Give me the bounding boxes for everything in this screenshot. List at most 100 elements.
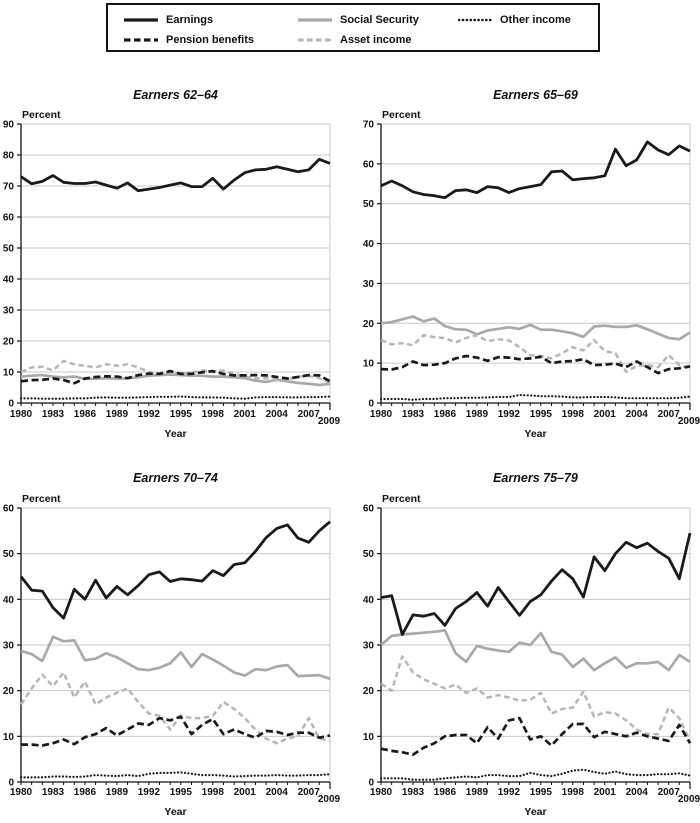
- x-tick-label: 2004: [626, 787, 649, 798]
- y-tick-label: 60: [3, 213, 15, 224]
- series-asset-income: [19, 671, 331, 745]
- x-tick-label: 1992: [138, 787, 161, 798]
- chart-earners-70-74: 0 10 20 30 40 50 60 1980 1983 1986 1989 1992 1995 199…: [3, 471, 341, 818]
- chart-earners-62-64: 0 10 20 30 40 50 60 70 80 90 1980 1983 1986 1989 1992 1…: [3, 88, 341, 440]
- y-tick-label: 0: [368, 399, 374, 410]
- series-asset-income: [380, 333, 691, 374]
- x-tick-label-last: 2009: [318, 794, 341, 805]
- legend: Earnings Pension benefits Social Securit…: [106, 3, 600, 52]
- x-tick-label: 2004: [266, 409, 289, 420]
- x-tick-label: 1983: [402, 409, 425, 420]
- x-tick-label: 1989: [466, 409, 489, 420]
- y-tick-label: 90: [3, 120, 15, 131]
- y-tick-label: 50: [363, 549, 375, 560]
- x-tick-label: 1992: [498, 787, 521, 798]
- x-tick-label: 1992: [138, 409, 161, 420]
- y-tick-label: 50: [363, 199, 375, 210]
- x-tick-label: 1995: [170, 787, 193, 798]
- x-tick-label: 2007: [658, 787, 681, 798]
- legend-label-asset-income: Asset income: [340, 34, 412, 46]
- y-tick-label: 20: [3, 686, 15, 697]
- series-other-income: [379, 393, 692, 401]
- legend-label-pension-benefits: Pension benefits: [166, 34, 255, 46]
- x-tick-label: 2004: [266, 787, 289, 798]
- y-tick-label: 10: [363, 732, 375, 743]
- social-security-line-icon: [298, 18, 332, 22]
- chart-earners-65-69: 0 10 20 30 40 50 60 70 1980 1983 1986 1989 1992 1995 1…: [363, 88, 700, 440]
- legend-label-social-security: Social Security: [340, 14, 419, 26]
- legend-item-asset-income: Asset income: [298, 34, 412, 46]
- y-tick-label: 40: [3, 275, 15, 286]
- series-other-income: [379, 768, 692, 781]
- y-tick-label: 0: [8, 399, 14, 410]
- series-pension-benefits: [21, 715, 331, 747]
- y-tick-label: 40: [363, 595, 375, 606]
- x-axis-label: Year: [524, 806, 546, 818]
- x-tick-label: 1998: [562, 409, 585, 420]
- x-tick-label: 2004: [626, 409, 649, 420]
- series-pension-benefits: [380, 354, 691, 375]
- chart-earners-75-79: 0 10 20 30 40 50 60 1980 1983 1986 1989 1992 1995 199…: [363, 471, 700, 818]
- y-tick-label: 0: [8, 778, 14, 789]
- y-axis-label: Percent: [382, 109, 421, 121]
- asset-income-line-icon: [298, 38, 332, 42]
- series-other-income: [19, 395, 332, 400]
- y-tick-label: 60: [363, 159, 375, 170]
- series-asset-income: [380, 655, 692, 742]
- x-tick-label: 1995: [530, 409, 553, 420]
- y-tick-label: 60: [363, 504, 375, 515]
- legend-label-other-income: Other income: [500, 14, 571, 26]
- x-tick-label: 2001: [594, 409, 617, 420]
- series-social-security: [20, 373, 331, 387]
- legend-item-pension-benefits: Pension benefits: [124, 34, 254, 46]
- panel-title: Earners 65–69: [493, 88, 578, 102]
- x-tick-label: 1989: [106, 787, 129, 798]
- x-tick-label: 1995: [170, 409, 193, 420]
- other-income-line-icon: [458, 18, 492, 22]
- x-tick-label: 1983: [42, 409, 65, 420]
- y-tick-label: 70: [363, 120, 375, 131]
- series-social-security: [380, 315, 691, 341]
- series-social-security: [380, 629, 691, 672]
- x-tick-label-last: 2009: [678, 416, 700, 427]
- y-tick-label: 40: [363, 239, 375, 250]
- x-tick-label: 1998: [202, 409, 225, 420]
- x-tick-label: 1986: [74, 787, 97, 798]
- y-tick-label: 50: [3, 549, 15, 560]
- series-earnings: [20, 157, 331, 193]
- x-axis-label: Year: [164, 428, 186, 440]
- legend-label-earnings: Earnings: [166, 14, 214, 26]
- x-tick-label: 2001: [234, 787, 257, 798]
- y-tick-label: 10: [3, 368, 15, 379]
- x-tick-label: 1986: [74, 409, 97, 420]
- y-axis-label: Percent: [382, 493, 421, 505]
- x-axis-label: Year: [524, 428, 546, 440]
- legend-item-earnings: Earnings: [124, 14, 213, 26]
- series-earnings: [19, 520, 331, 620]
- earnings-line-icon: [124, 18, 158, 22]
- x-tick-label: 1980: [370, 409, 393, 420]
- x-tick-label-last: 2009: [678, 794, 700, 805]
- panel-title: Earners 62–64: [133, 88, 218, 102]
- series-earnings: [380, 532, 692, 636]
- series-asset-income: [20, 359, 331, 385]
- x-tick-label: 2007: [298, 787, 321, 798]
- y-tick-label: 30: [363, 279, 375, 290]
- x-tick-label: 1986: [434, 409, 457, 420]
- x-tick-label: 1989: [106, 409, 129, 420]
- y-tick-label: 80: [3, 151, 15, 162]
- series-other-income: [19, 771, 332, 779]
- y-axis-label: Percent: [22, 109, 61, 121]
- y-tick-label: 30: [3, 641, 15, 652]
- x-tick-label: 1995: [530, 787, 553, 798]
- x-tick-label: 2007: [298, 409, 321, 420]
- x-tick-label: 1980: [370, 787, 393, 798]
- y-tick-label: 40: [3, 595, 15, 606]
- y-tick-label: 20: [363, 319, 375, 330]
- y-tick-label: 20: [363, 686, 375, 697]
- panel-title: Earners 75–79: [493, 471, 578, 485]
- x-tick-label: 1998: [562, 787, 585, 798]
- x-axis-label: Year: [164, 806, 186, 818]
- x-tick-label: 2007: [658, 409, 681, 420]
